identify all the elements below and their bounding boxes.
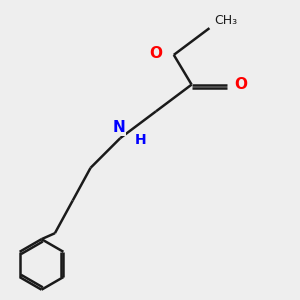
Text: CH₃: CH₃ (214, 14, 237, 27)
Text: O: O (149, 46, 162, 61)
Text: H: H (135, 133, 147, 147)
Text: O: O (234, 77, 247, 92)
Text: N: N (112, 120, 125, 135)
